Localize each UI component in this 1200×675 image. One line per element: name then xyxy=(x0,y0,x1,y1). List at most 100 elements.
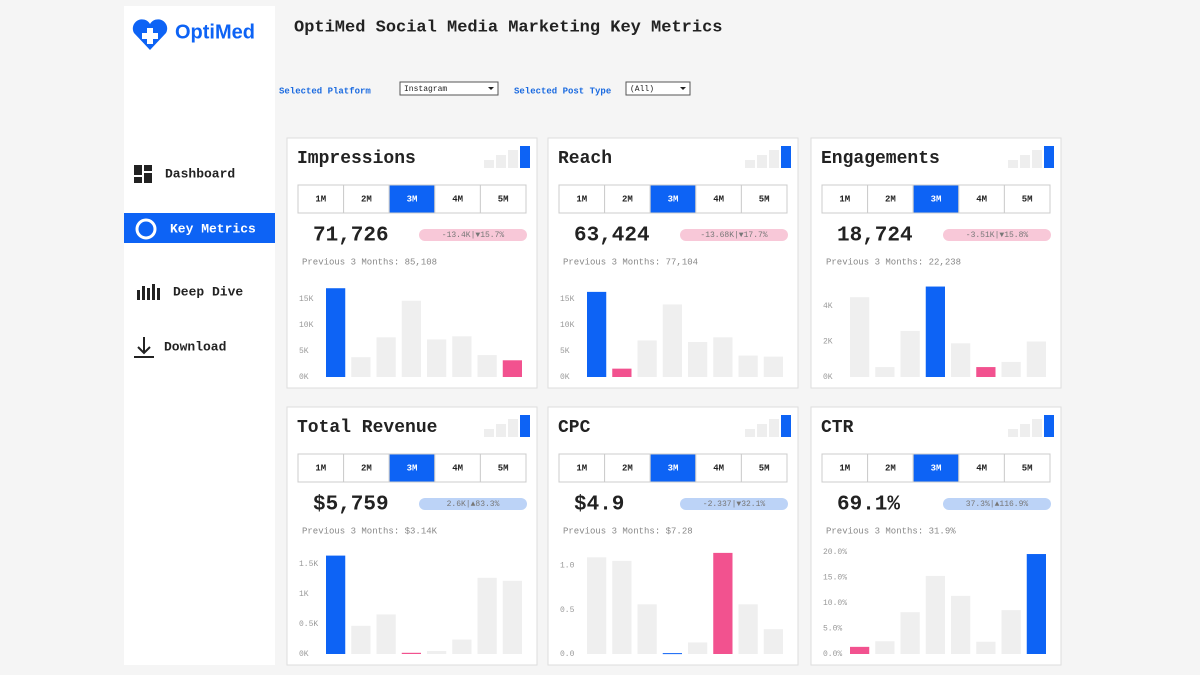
bar xyxy=(1001,361,1021,377)
delta-text: -2.337|▼32.1% xyxy=(703,500,766,509)
y-tick-label: 0.5K xyxy=(299,620,318,629)
bar xyxy=(713,552,733,654)
period-button[interactable] xyxy=(649,184,697,214)
period-button[interactable] xyxy=(821,184,869,214)
period-button[interactable] xyxy=(604,184,651,214)
logo-text: OptiMed xyxy=(175,21,255,43)
bar xyxy=(688,342,708,377)
period-button[interactable] xyxy=(867,184,914,214)
platform-select[interactable] xyxy=(399,81,499,96)
period-label[interactable]: 3M xyxy=(668,463,679,473)
period-label[interactable]: 1M xyxy=(576,194,587,204)
nav-item[interactable]: Deep Dive xyxy=(173,284,243,299)
period-label[interactable]: 1M xyxy=(576,463,587,473)
bar xyxy=(587,291,607,377)
y-tick-label: 0K xyxy=(299,373,309,382)
period-label[interactable]: 5M xyxy=(1022,194,1033,204)
period-label[interactable]: 3M xyxy=(931,194,942,204)
period-label[interactable]: 5M xyxy=(498,463,509,473)
period-button[interactable] xyxy=(343,453,390,483)
period-label[interactable]: 4M xyxy=(976,463,987,473)
period-button[interactable] xyxy=(821,453,869,483)
period-label[interactable]: 5M xyxy=(1022,463,1033,473)
period-label[interactable]: 2M xyxy=(885,463,896,473)
period-button[interactable] xyxy=(958,184,1005,214)
period-button[interactable] xyxy=(1003,453,1051,483)
period-label[interactable]: 1M xyxy=(315,463,326,473)
period-button[interactable] xyxy=(479,184,527,214)
period-button[interactable] xyxy=(740,453,788,483)
period-label[interactable]: 4M xyxy=(452,194,463,204)
y-tick-label: 1.0 xyxy=(560,561,575,570)
delta-text: -3.51K|▼15.8% xyxy=(966,231,1029,240)
delta-pill xyxy=(943,498,1051,510)
bar xyxy=(612,560,632,654)
period-label[interactable]: 3M xyxy=(931,463,942,473)
card-title: Reach xyxy=(558,149,612,169)
period-label[interactable]: 2M xyxy=(622,463,633,473)
delta-text: -13.68K|▼17.7% xyxy=(700,231,767,240)
bar xyxy=(351,357,371,377)
card-title: Engagements xyxy=(821,149,940,169)
period-label[interactable]: 1M xyxy=(839,463,850,473)
y-tick-label: 0.0% xyxy=(823,650,842,659)
period-button[interactable] xyxy=(740,184,788,214)
page-title: OptiMed Social Media Marketing Key Metri… xyxy=(294,18,722,37)
bar xyxy=(951,343,971,377)
period-label[interactable]: 3M xyxy=(407,463,418,473)
bar xyxy=(587,557,607,654)
period-button[interactable] xyxy=(912,184,960,214)
period-button[interactable] xyxy=(434,184,481,214)
period-label[interactable]: 2M xyxy=(361,463,372,473)
bar xyxy=(376,614,396,654)
period-label[interactable]: 1M xyxy=(839,194,850,204)
previous-value: Previous 3 Months: $3.14K xyxy=(302,526,438,536)
y-tick-label: 4K xyxy=(823,302,833,311)
period-label[interactable]: 2M xyxy=(885,194,896,204)
period-label[interactable]: 5M xyxy=(498,194,509,204)
period-label[interactable]: 4M xyxy=(713,194,724,204)
platform-value[interactable]: Instagram xyxy=(404,85,447,94)
period-button[interactable] xyxy=(388,453,436,483)
nav-item[interactable]: Download xyxy=(164,339,226,354)
period-button[interactable] xyxy=(695,453,742,483)
period-button[interactable] xyxy=(604,453,651,483)
bar xyxy=(376,337,396,377)
period-label[interactable]: 2M xyxy=(622,194,633,204)
period-label[interactable]: 5M xyxy=(759,194,770,204)
post-type-value[interactable]: (All) xyxy=(630,85,654,94)
nav-item[interactable]: Dashboard xyxy=(165,166,235,181)
post-type-select[interactable] xyxy=(625,81,691,96)
bar xyxy=(452,639,472,654)
period-label[interactable]: 3M xyxy=(407,194,418,204)
bar xyxy=(1026,554,1046,654)
period-label[interactable]: 4M xyxy=(976,194,987,204)
period-label[interactable]: 4M xyxy=(713,463,724,473)
period-label[interactable]: 3M xyxy=(668,194,679,204)
period-button[interactable] xyxy=(479,453,527,483)
card-title: CTR xyxy=(821,418,854,438)
period-button[interactable] xyxy=(649,453,697,483)
bar xyxy=(662,653,682,655)
period-button[interactable] xyxy=(434,453,481,483)
period-label[interactable]: 5M xyxy=(759,463,770,473)
y-tick-label: 15K xyxy=(560,295,575,304)
previous-value: Previous 3 Months: 77,104 xyxy=(563,257,698,267)
period-button[interactable] xyxy=(958,453,1005,483)
bar xyxy=(502,580,522,654)
period-button[interactable] xyxy=(1003,184,1051,214)
bar xyxy=(951,595,971,654)
card-icon xyxy=(1020,424,1030,437)
nav-item[interactable]: Key Metrics xyxy=(170,221,256,236)
period-label[interactable]: 2M xyxy=(361,194,372,204)
bar xyxy=(763,356,783,377)
period-button[interactable] xyxy=(388,184,436,214)
delta-pill xyxy=(419,229,527,241)
period-button[interactable] xyxy=(558,453,606,483)
period-label[interactable]: 4M xyxy=(452,463,463,473)
bar xyxy=(738,604,758,654)
period-label[interactable]: 1M xyxy=(315,194,326,204)
y-tick-label: 20.0% xyxy=(823,548,847,557)
card-icon xyxy=(508,419,518,437)
